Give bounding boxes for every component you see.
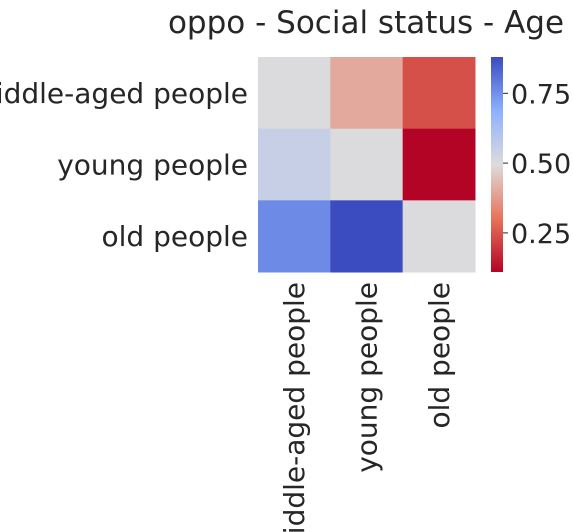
x-tick-label: young people	[350, 282, 383, 473]
y-tick-label: old people	[102, 220, 249, 253]
heatmap-cell	[330, 57, 404, 130]
heatmap-cell	[402, 57, 476, 130]
heatmap-cell	[402, 128, 476, 201]
heatmap-cell	[402, 200, 476, 273]
colorbar	[491, 57, 503, 272]
colorbar-tick-label: 0.50	[511, 149, 571, 180]
y-tick-label: middle-aged people	[0, 77, 248, 110]
y-tick-label: young people	[57, 149, 248, 182]
heatmap-cell	[258, 128, 331, 201]
x-tick-label: middle-aged people	[278, 282, 311, 532]
heatmap-cell	[258, 57, 331, 130]
heatmap-cell	[258, 200, 331, 273]
heatmap-cell	[330, 200, 404, 273]
chart-title: oppo - Social status - Age	[168, 5, 564, 41]
heatmap-cell	[330, 128, 404, 201]
colorbar-tick-label: 0.25	[511, 219, 571, 250]
x-tick-label: old people	[423, 282, 456, 429]
colorbar-tick-label: 0.75	[511, 79, 571, 110]
